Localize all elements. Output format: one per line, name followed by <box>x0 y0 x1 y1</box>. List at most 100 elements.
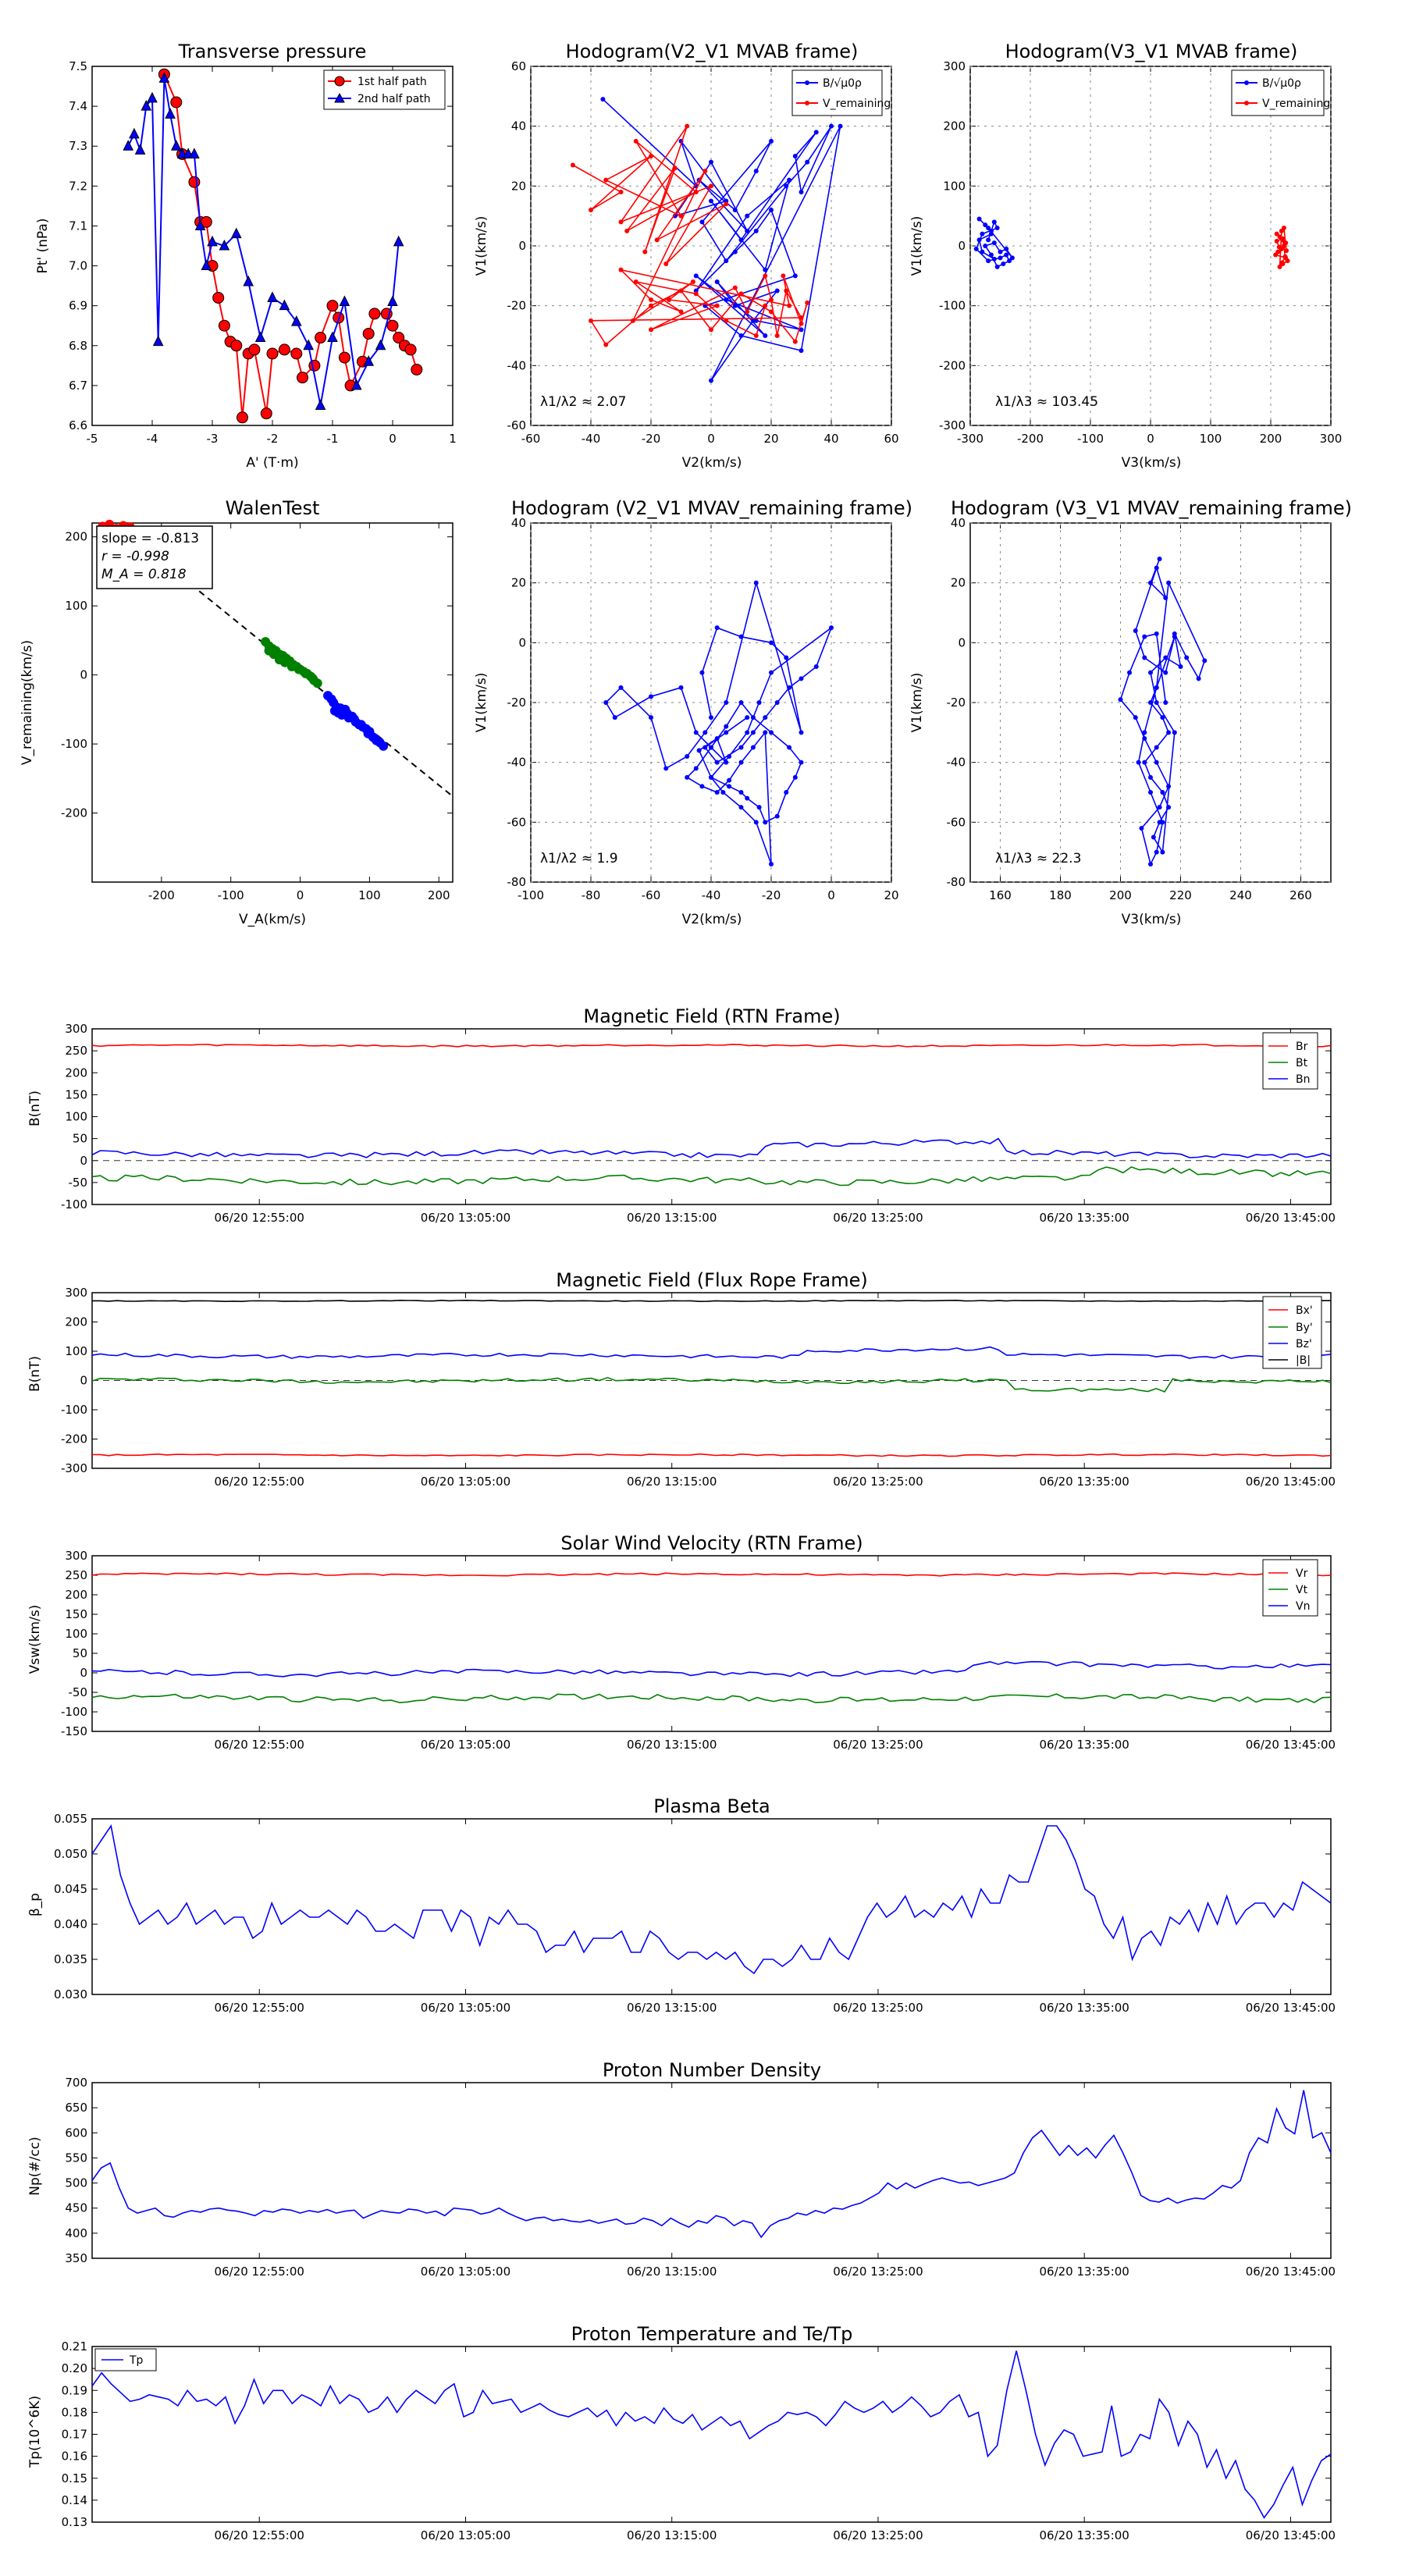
time-tick-label-tpr: 06/20 12:55:00 <box>215 2528 304 2542</box>
xtick-label-h21r: 20 <box>884 888 898 902</box>
time-tick-label-beta: 06/20 12:55:00 <box>215 2001 304 2015</box>
hodogram-point-h21r <box>799 760 804 765</box>
xtick-label-h21: -20 <box>642 432 661 446</box>
hodogram-point-h21 <box>678 213 684 219</box>
hodogram-point-h31r <box>1142 736 1147 741</box>
time-tick-label-brtn: 06/20 13:05:00 <box>421 1211 510 1225</box>
data-point-2nd-half <box>158 72 170 83</box>
hodogram-point-h31 <box>1009 255 1015 261</box>
time-tick-label-brtn: 06/20 13:15:00 <box>627 1211 717 1225</box>
hodogram-point-h31r <box>1148 862 1153 866</box>
hodogram-point-h21 <box>672 165 678 171</box>
xtick-label-walen: -200 <box>148 888 175 902</box>
hodogram-point-h21r <box>693 766 699 771</box>
xtick-label-h31: -300 <box>957 432 984 446</box>
ytick-label-bfr: -300 <box>61 1461 87 1475</box>
legend-brtn <box>1262 1032 1318 1090</box>
xlabel-h21: V2(km/s) <box>682 455 742 471</box>
series-line-vsw-Vr <box>91 1572 1332 1577</box>
hodogram-point-h31 <box>1004 246 1009 251</box>
hodogram-point-h31r <box>1133 628 1138 633</box>
ytick-label-h31: 0 <box>958 239 966 253</box>
hodogram-point-h21r <box>769 640 774 646</box>
series-line-bfr-|B| <box>92 1299 1331 1303</box>
hodogram-point-h31 <box>1280 236 1286 241</box>
hodogram-point-h21 <box>649 303 653 308</box>
ytick-label-tp: 7.4 <box>69 99 87 113</box>
hodogram-point-h21 <box>709 327 713 333</box>
hodogram-point-h21 <box>769 297 774 302</box>
annotation-h31: λ1/λ3 ≈ 103.45 <box>995 394 1098 410</box>
xtick-label-walen: 0 <box>297 888 304 902</box>
hodogram-point-h21 <box>753 318 759 323</box>
ytick-label-h21r: 20 <box>511 576 526 590</box>
title-hodogram-v3v1: Hodogram(V3_V1 MVAB frame) <box>1005 41 1298 62</box>
ytick-label-walen: -200 <box>61 806 87 820</box>
ytick-label-tp: 6.7 <box>69 379 87 393</box>
ytick-label-bfr: 200 <box>65 1315 87 1329</box>
ytick-label-bfr: 0 <box>80 1374 87 1388</box>
hodogram-point-h21 <box>603 177 609 183</box>
data-point-1st-half <box>386 319 399 332</box>
hodogram-point-h21 <box>763 267 768 272</box>
title-magnetic-field-flux-rope: Magnetic Field (Flux Rope Frame) <box>556 1269 867 1291</box>
hodogram-point-h21 <box>813 130 819 135</box>
hodogram-point-h21r <box>699 784 705 789</box>
hodogram-point-h21r <box>745 715 750 720</box>
xtick-label-h21: 20 <box>763 432 778 446</box>
title-hodogram-v2v1: Hodogram(V2_V1 MVAB frame) <box>566 41 859 62</box>
data-point-2nd-half <box>165 108 176 119</box>
ylabel-np: Np(#/cc) <box>27 2137 43 2195</box>
hodogram-point-h31 <box>976 216 982 222</box>
hodogram-point-h21r <box>649 694 653 699</box>
xtick-label-h21r: -100 <box>518 888 544 902</box>
xlabel-tp: A' (T·m) <box>246 455 298 471</box>
hodogram-point-h31 <box>986 226 991 230</box>
hodogram-point-h21 <box>685 123 690 129</box>
ytick-label-h21: 40 <box>511 119 526 133</box>
hodogram-point-h21 <box>763 273 768 279</box>
xtick-label-tp: 1 <box>449 432 457 446</box>
xtick-label-walen: 200 <box>428 888 450 902</box>
hodogram-point-h31r <box>1163 700 1168 705</box>
ytick-label-h21: -20 <box>507 299 527 313</box>
time-tick-label-beta: 06/20 13:05:00 <box>421 2001 510 2015</box>
hodogram-point-h31 <box>1279 260 1285 265</box>
hodogram-point-h31 <box>1007 258 1012 264</box>
ytick-label-beta: 0.055 <box>54 1812 87 1826</box>
hodogram-point-h31 <box>1277 264 1282 269</box>
ytick-label-beta: 0.035 <box>54 1952 87 1966</box>
hodogram-point-h31r <box>1148 670 1153 675</box>
ylabel-h21: V1(km/s) <box>474 216 489 276</box>
hodogram-point-h31r <box>1160 820 1165 825</box>
hodogram-point-h21r <box>724 724 729 729</box>
hodogram-point-h31 <box>994 264 1000 269</box>
hodogram-point-h21r <box>738 805 744 810</box>
series-line-bfr-By' <box>91 1376 1332 1393</box>
hodogram-point-h21 <box>654 237 660 243</box>
ytick-label-vsw: -150 <box>61 1724 87 1738</box>
hodogram-point-h31 <box>998 249 1003 254</box>
data-point-2nd-half <box>219 239 230 251</box>
xtick-label-walen: -100 <box>218 888 244 902</box>
title-solar-wind-velocity: Solar Wind Velocity (RTN Frame) <box>560 1532 863 1554</box>
ytick-label-h31r: -20 <box>947 696 966 710</box>
walen-point-middle <box>293 664 304 674</box>
time-tick-label-np: 06/20 13:05:00 <box>421 2265 510 2279</box>
data-point-2nd-half <box>290 315 302 326</box>
hodogram-point-h31r <box>1151 834 1156 840</box>
hodogram-point-h21 <box>667 297 672 302</box>
hodogram-point-h21 <box>732 249 738 254</box>
annotation-h31r: λ1/λ3 ≈ 22.3 <box>995 851 1081 866</box>
walen-fit-line <box>181 576 454 797</box>
hodogram-point-h21r <box>787 745 792 750</box>
hodogram-point-h21r <box>603 700 609 705</box>
hodogram-point-h21 <box>799 327 804 333</box>
ytick-label-tpr: 0.17 <box>62 2428 87 2442</box>
hodogram-point-h31r <box>1154 685 1159 690</box>
data-point-1st-half <box>362 327 375 340</box>
hodogram-point-h21r <box>774 813 780 819</box>
hodogram-point-h21 <box>763 303 768 308</box>
ytick-label-brtn: 200 <box>65 1066 87 1080</box>
legend-bt: Bt <box>1296 1057 1308 1069</box>
